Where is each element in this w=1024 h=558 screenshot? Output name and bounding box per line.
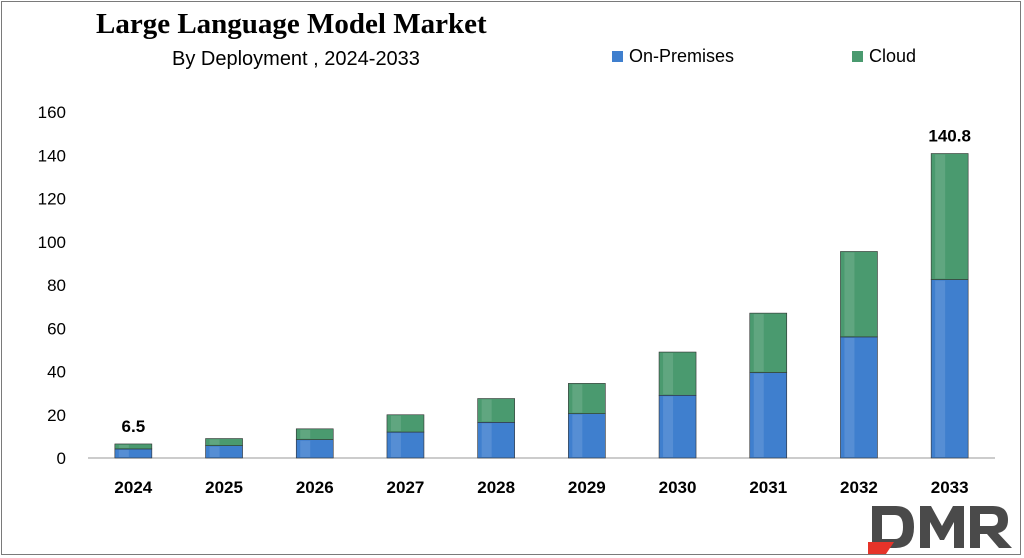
- bar-cloud-2030: [658, 351, 697, 396]
- bar-highlight-2030: [663, 353, 674, 395]
- x-tick-label: 2033: [931, 478, 969, 497]
- y-tick-label: 20: [47, 406, 66, 425]
- chart-title: Large Language Model Market: [96, 8, 487, 40]
- data-label-2033: 140.8: [928, 127, 971, 146]
- bar-highlight-2033: [935, 280, 946, 457]
- x-tick-label: 2028: [477, 478, 515, 497]
- bar-cloud-2024: [114, 443, 153, 450]
- bar-highlight-2031: [753, 373, 764, 457]
- y-tick-label: 160: [38, 103, 66, 122]
- bar-cloud-2027: [386, 414, 425, 433]
- bar-highlight-2027: [390, 433, 401, 457]
- y-tick-label: 60: [47, 319, 66, 338]
- bar-highlight-2024: [118, 444, 129, 448]
- bar-highlight-2032: [844, 252, 855, 336]
- x-tick-label: 2026: [296, 478, 334, 497]
- bar-on-premises-2031: [749, 372, 788, 459]
- bar-highlight-2027: [390, 415, 401, 432]
- bar-cloud-2032: [840, 251, 878, 338]
- bar-highlight-2028: [481, 399, 492, 422]
- x-tick-label: 2029: [568, 478, 606, 497]
- bar-highlight-2031: [753, 314, 764, 372]
- x-tick-label: 2027: [387, 478, 425, 497]
- dmr-logo: [868, 506, 1012, 554]
- bar-cloud-2026: [295, 428, 334, 440]
- bar-highlight-2032: [844, 337, 855, 457]
- bar-highlight-2026: [300, 429, 311, 439]
- bar-on-premises-2033: [930, 279, 969, 459]
- legend-swatch-on-premises: [612, 51, 623, 62]
- bar-cloud-2028: [477, 398, 515, 423]
- legend-swatch-cloud: [852, 51, 863, 62]
- bar-highlight-2033: [935, 154, 946, 279]
- x-tick-label: 2025: [205, 478, 243, 497]
- chart-subtitle: By Deployment , 2024-2033: [172, 48, 420, 70]
- y-tick-label: 0: [57, 449, 66, 468]
- y-tick-label: 40: [47, 363, 66, 382]
- y-tick-label: 100: [38, 233, 66, 252]
- x-tick-label: 2032: [840, 478, 878, 497]
- bar-highlight-2025: [209, 439, 220, 445]
- bar-on-premises-2029: [568, 413, 606, 459]
- bar-highlight-2025: [209, 446, 220, 457]
- y-tick-label: 140: [38, 146, 66, 165]
- legend-item-cloud: Cloud: [852, 46, 916, 67]
- bar-cloud-2029: [568, 383, 606, 414]
- y-tick-label: 80: [47, 276, 66, 295]
- bar-cloud-2025: [205, 438, 243, 446]
- dmr-logo-mark: [868, 506, 1012, 554]
- bar-highlight-2029: [572, 384, 583, 413]
- bar-highlight-2024: [118, 449, 129, 457]
- legend-item-on-premises: On-Premises: [612, 46, 734, 67]
- legend-label-on-premises: On-Premises: [629, 46, 735, 66]
- y-tick-label: 120: [38, 190, 66, 209]
- x-tick-label: 2024: [114, 478, 152, 497]
- bar-on-premises-2030: [658, 394, 697, 459]
- bar-highlight-2030: [663, 396, 674, 457]
- bar-cloud-2031: [749, 312, 788, 373]
- data-label-2024: 6.5: [122, 417, 146, 436]
- bar-cloud-2033: [930, 153, 969, 280]
- bar-highlight-2028: [481, 423, 492, 457]
- x-tick-label: 2030: [659, 478, 697, 497]
- x-tick-label: 2031: [749, 478, 787, 497]
- bar-highlight-2026: [300, 440, 311, 457]
- bar-highlight-2029: [572, 414, 583, 457]
- legend-label-cloud: Cloud: [869, 46, 917, 66]
